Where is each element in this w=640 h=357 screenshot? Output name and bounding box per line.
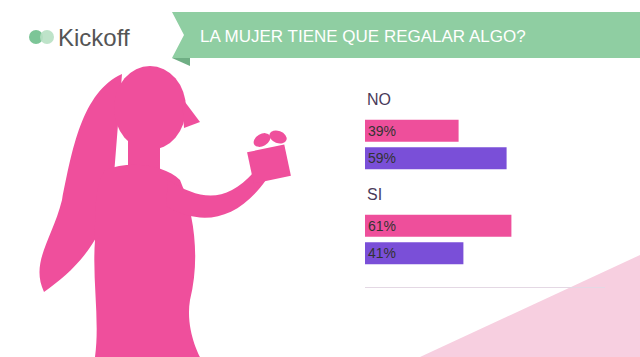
svg-text:59%: 59%	[368, 150, 396, 166]
svg-text:41%: 41%	[368, 245, 396, 261]
svg-text:NO: NO	[367, 91, 391, 108]
svg-text:Kickoff: Kickoff	[58, 24, 130, 51]
svg-text:SI: SI	[367, 186, 382, 203]
svg-text:39%: 39%	[368, 123, 396, 139]
svg-text:LA MUJER TIENE QUE REGALAR ALG: LA MUJER TIENE QUE REGALAR ALGO?	[200, 27, 526, 46]
svg-text:61%: 61%	[368, 218, 396, 234]
